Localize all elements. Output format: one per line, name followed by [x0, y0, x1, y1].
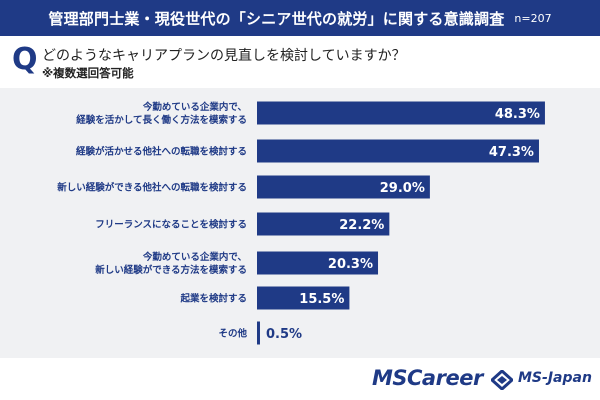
value-label-1: 47.3%: [489, 145, 534, 160]
header-bar: 管理部門士業・現役世代の「シニア世代の就労」に関する意識調査 n=207: [0, 0, 600, 36]
category-label-5: 起業を検討する: [179, 293, 247, 305]
category-label-line: 今勤めている企業内で、: [142, 101, 247, 113]
chart-panel: 48.3% 今勤めている企業内で、経験を活かして長く働く方法を模索する 47.3% 経…: [0, 88, 600, 358]
value-label-2: 29.0%: [380, 181, 425, 196]
category-label-line: 起業を検討する: [179, 293, 247, 305]
logo-msjapan: MS-Japan: [518, 370, 592, 386]
category-label-1: 経験が活かせる他社への転職を検討する: [76, 146, 247, 158]
value-label-0: 48.3%: [495, 107, 540, 122]
category-label-line: 経験を活かして長く働く方法を模索する: [76, 114, 247, 126]
value-label-3: 22.2%: [339, 218, 384, 233]
bar-1: [257, 139, 539, 163]
question-text: どのようなキャリアプランの見直しを検討していますか？: [42, 48, 406, 64]
category-label-line: 今勤めている企業内で、: [142, 251, 247, 263]
logo-mscareer: MSCareer: [372, 366, 483, 390]
bar-6: [257, 321, 260, 345]
category-label-0: 今勤めている企業内で、経験を活かして長く働く方法を模索する: [76, 101, 247, 126]
category-label-3: フリーランスになることを検討する: [95, 219, 247, 231]
ms-japan-logo-icon: [491, 370, 513, 390]
bar-4: [257, 251, 379, 275]
question-note: ※複数選回答可能: [42, 66, 134, 80]
category-label-4: 今勤めている企業内で、新しい経験ができる方法を模索する: [95, 251, 247, 276]
category-label-6: その他: [218, 328, 247, 340]
question-mark-letter: Q: [12, 42, 38, 77]
value-label-6: 0.5%: [266, 327, 302, 342]
sample-size: n=207: [514, 11, 552, 25]
category-label-line: 新しい経験ができる方法を模索する: [95, 264, 247, 276]
bar-chart: 48.3%今勤めている企業内で、経験を活かして長く働く方法を模索する47.3%経…: [57, 101, 545, 345]
category-label-line: フリーランスになることを検討する: [95, 219, 247, 231]
bar-5: [257, 286, 350, 310]
category-label-line: その他: [218, 328, 247, 340]
category-label-line: 経験が活かせる他社への転職を検討する: [76, 146, 247, 158]
header-title: 管理部門士業・現役世代の「シニア世代の就労」に関する意識調査: [48, 9, 505, 28]
value-label-4: 20.3%: [328, 257, 373, 272]
bar-3: [257, 212, 390, 236]
bar-0: [257, 101, 545, 125]
category-label-line: 新しい経験ができる他社への転職を検討する: [57, 182, 247, 194]
value-label-5: 15.5%: [299, 292, 344, 307]
category-label-2: 新しい経験ができる他社への転職を検討する: [57, 182, 247, 194]
bar-2: [257, 175, 430, 199]
footer: MSCareer MS-Japan: [0, 360, 600, 400]
